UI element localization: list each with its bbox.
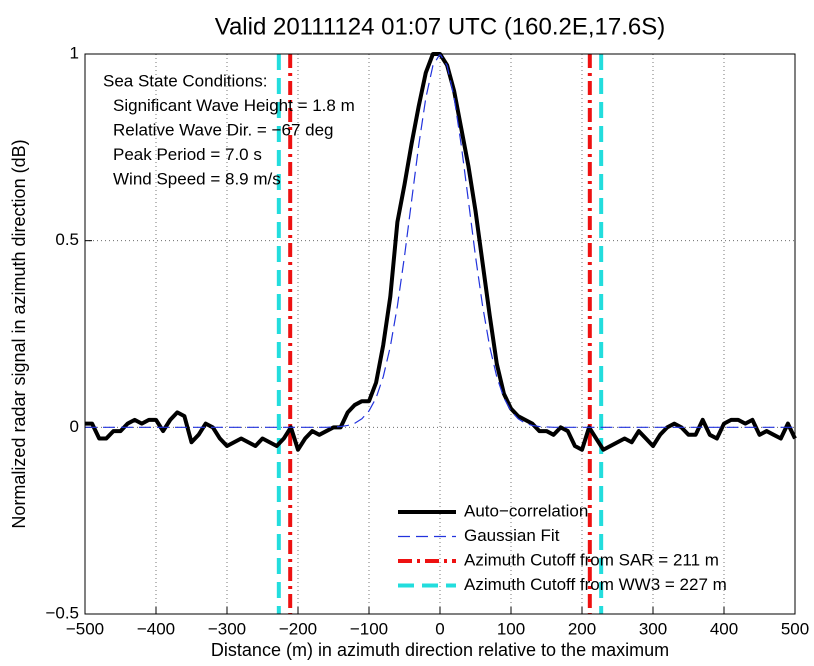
x-tick-label: −100	[350, 619, 388, 638]
annotation: Wind Speed = 8.9 m/s	[113, 169, 281, 188]
axes-frame	[84, 53, 796, 615]
x-tick-label: 400	[710, 619, 738, 638]
annotation: Significant Wave Height = 1.8 m	[113, 96, 355, 115]
y-tick-label: −0.5	[45, 603, 79, 622]
y-tick-label: 0	[70, 417, 79, 436]
x-tick-label: 500	[781, 619, 809, 638]
annotation: Peak Period = 7.0 s	[113, 145, 262, 164]
annotation: Relative Wave Dir. = −67 deg	[113, 120, 334, 139]
chart-title: Valid 20111124 01:07 UTC (160.2E,17.6S)	[215, 13, 666, 40]
x-tick-label: −400	[137, 619, 175, 638]
annotation: Sea State Conditions:	[103, 71, 267, 90]
y-tick-label: 1	[70, 43, 79, 62]
x-tick-label: −500	[66, 619, 104, 638]
legend-label: Azimuth Cutoff from SAR = 211 m	[464, 550, 719, 569]
x-tick-label: −300	[208, 619, 246, 638]
x-tick-label: 300	[639, 619, 667, 638]
legend-label: Azimuth Cutoff from WW3 = 227 m	[464, 575, 727, 594]
y-axis-label: Normalized radar signal in azimuth direc…	[9, 139, 29, 528]
x-tick-label: 100	[497, 619, 525, 638]
x-tick-label: −200	[279, 619, 317, 638]
legend-label: Auto−correlation	[464, 501, 588, 520]
x-tick-label: 0	[435, 619, 444, 638]
x-axis-label: Distance (m) in azimuth direction relati…	[211, 640, 669, 660]
x-tick-label: 200	[568, 619, 596, 638]
legend-label: Gaussian Fit	[464, 526, 560, 545]
y-tick-label: 0.5	[55, 230, 79, 249]
